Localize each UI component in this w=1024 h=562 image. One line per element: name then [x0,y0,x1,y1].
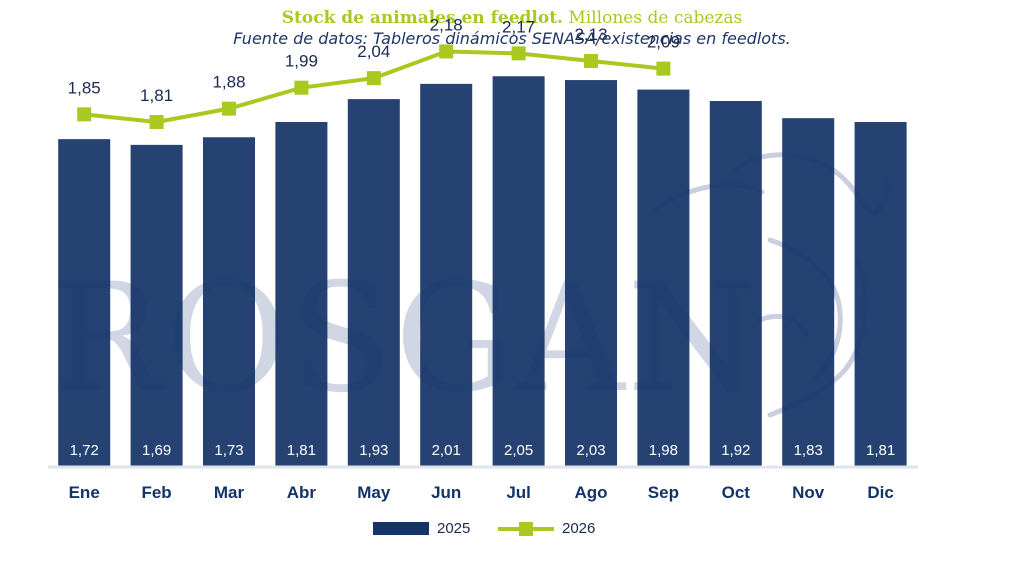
chart-title: Stock de animales en feedlot. Millones d… [0,8,1024,29]
bar-2025-sep [637,89,690,467]
bar-value-labels: 1,72 1,69 1,73 1,81 1,93 2,01 2,05 2,03 1,98 1,92… [70,442,896,459]
bar-2025-ago [565,80,617,468]
line-label-abr: 1,99 [285,52,318,71]
marker-2026-feb [149,114,164,129]
marker-2026-jun [439,44,454,59]
x-tick-sep: Sep [648,483,679,502]
bar-2025-nov [782,118,835,467]
legend-label-2026: 2026 [562,520,596,537]
bar-2025-jun [420,83,473,467]
x-tick-ago: Ago [574,483,607,502]
bar-2025-dic [854,121,907,468]
bar-label-dic: 1,81 [866,442,895,459]
line-label-may: 2,04 [357,42,390,61]
chart-title-rest: Millones de cabezas [562,8,743,28]
marker-2026-sep [656,61,671,76]
bar-label-sep: 1,98 [649,442,678,459]
legend-item-2025: 2025 [373,520,470,537]
bar-label-oct: 1,92 [721,442,750,459]
bar-label-jul: 2,05 [504,442,533,459]
line-label-mar: 1,88 [212,73,245,92]
marker-2026-ene [77,107,92,122]
line-label-ago: 2,13 [574,25,607,44]
bar-label-abr: 1,81 [287,442,316,459]
x-tick-jun: Jun [431,483,461,502]
bar-label-ene: 1,72 [70,442,99,459]
x-tick-dic: Dic [867,483,893,502]
series-2026-markers [77,44,671,129]
legend-swatch-2026 [498,521,554,536]
marker-2026-may [366,71,381,86]
x-tick-jul: Jul [506,483,531,502]
bar-label-jun: 2,01 [432,442,461,459]
bar-label-ago: 2,03 [576,442,605,459]
bar-2025-mar [203,137,255,467]
legend: 2025 2026 [0,520,1024,544]
x-tick-may: May [357,483,391,502]
bar-label-may: 1,93 [359,442,388,459]
bar-2025-abr [275,121,328,468]
line-label-ene: 1,85 [68,78,101,97]
x-tick-abr: Abr [287,483,317,502]
legend-swatch-2025 [373,522,429,535]
bar-2025-may [347,99,400,467]
line-label-feb: 1,81 [140,86,173,105]
legend-label-2025: 2025 [437,520,471,537]
chart-subtitle: Fuente de datos: Tableros dinámicos SENA… [233,29,791,48]
line-label-jun: 2,18 [430,15,463,34]
x-tick-nov: Nov [792,483,825,502]
bar-2025-feb [130,144,183,468]
bar-label-mar: 1,73 [214,442,243,459]
chart-header: Stock de animales en feedlot. Millones d… [0,8,1024,49]
marker-2026-mar [222,101,236,116]
chart-title-bold: Stock de animales en feedlot. [281,8,563,28]
bar-label-nov: 1,83 [794,442,823,459]
x-tick-ene: Ene [69,483,100,502]
marker-2026-jul [511,46,526,61]
bar-2025-oct [709,101,762,468]
bar-2025-jul [492,76,545,467]
bars-2025 [58,76,907,468]
line-label-jul: 2,17 [502,17,535,36]
x-tick-oct: Oct [722,483,751,502]
bar-label-feb: 1,69 [142,442,171,459]
line-label-sep: 2,09 [647,33,680,52]
series-2026-value-labels: 1,85 1,81 1,88 1,99 2,04 2,18 2,17 2,13 2,09 [68,15,680,105]
marker-2026-abr [294,80,309,95]
marker-2026-ago [584,53,598,68]
bar-2025-ene [58,139,111,467]
x-axis-tick-labels: Ene Feb Mar Abr May Jun Jul Ago Sep Oct Nov Dic [69,483,894,502]
x-tick-mar: Mar [214,483,245,502]
x-tick-feb: Feb [141,483,171,502]
legend-item-2026: 2026 [498,520,595,537]
